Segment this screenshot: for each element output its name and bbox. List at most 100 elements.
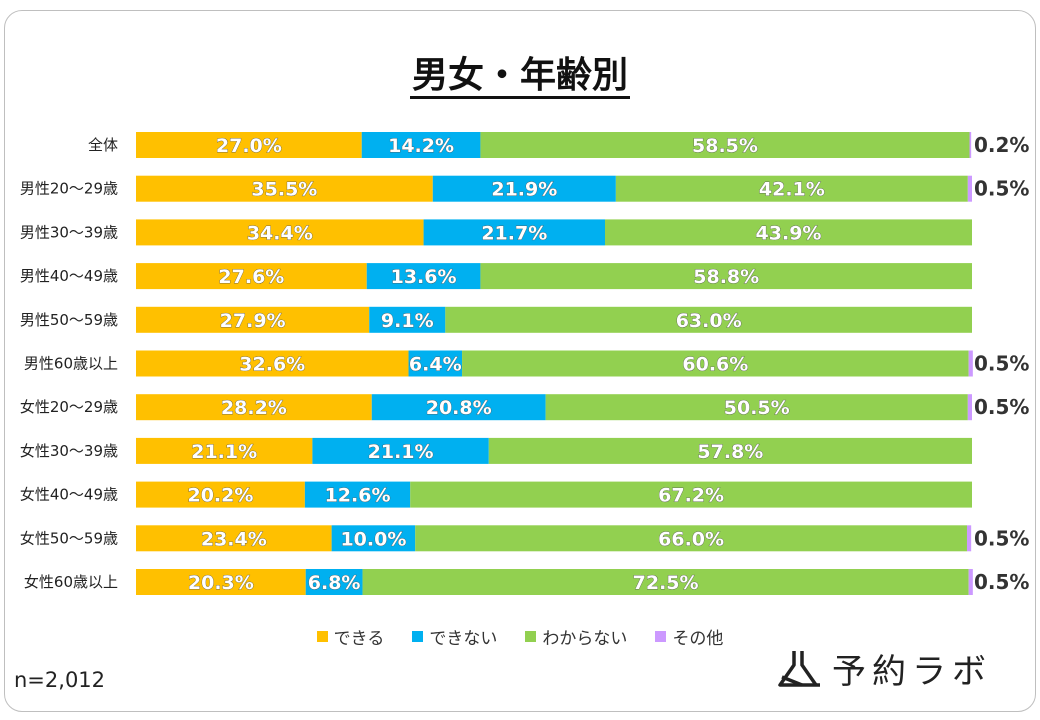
data-label: 72.5%	[633, 572, 699, 594]
legend-swatch	[655, 631, 667, 642]
bar-segment-2	[408, 350, 463, 377]
legend-label: その他	[672, 629, 724, 649]
data-label: 6.4%	[409, 354, 462, 376]
data-label: 21.9%	[491, 179, 557, 201]
category-label: 男性30～39歳	[20, 223, 118, 241]
category-label: 男性40～49歳	[20, 267, 118, 285]
category-label: 女性60歳以上	[24, 573, 118, 591]
data-label: 12.6%	[325, 485, 391, 507]
bar-segment-4	[969, 132, 972, 158]
bar-segment-4	[967, 175, 972, 202]
data-label: 23.4%	[201, 528, 267, 550]
data-label: 50.5%	[724, 397, 790, 419]
logo: 予約ラボ	[776, 644, 992, 693]
bar-segment-4	[968, 350, 973, 377]
bar-segment-1	[136, 437, 313, 464]
bar-segment-1	[136, 350, 409, 377]
bar-segment-2	[369, 306, 446, 333]
stacked-bar-chart: 全体 27.0% 14.2% 58.5% 0.2% 男性20～29歳 35.5% 21.9% 4…	[20, 132, 1029, 595]
bar-segment-3	[445, 306, 972, 333]
legend-label: わからない	[542, 629, 628, 649]
bar-segment-3	[488, 437, 972, 464]
data-label: 57.8%	[697, 441, 763, 463]
bar-segment-4	[968, 569, 973, 595]
data-label: 14.2%	[388, 135, 454, 157]
category-label: 男性60歳以上	[24, 355, 118, 373]
data-label: 32.6%	[239, 354, 305, 376]
data-label: 34.4%	[247, 222, 313, 244]
legend-item: できない	[412, 624, 497, 649]
data-label: 60.6%	[682, 354, 748, 376]
bar-segment-4	[967, 394, 972, 421]
bar-segment-1	[136, 569, 306, 595]
data-label: 67.2%	[658, 485, 724, 507]
data-label: 28.2%	[221, 397, 287, 419]
bar-segment-1	[136, 219, 424, 246]
bar-segment-2	[371, 394, 546, 421]
data-label: 66.0%	[658, 528, 724, 550]
data-label: 21.1%	[191, 441, 257, 463]
logo-text: 予約ラボ	[832, 652, 992, 692]
data-label: 58.5%	[692, 135, 758, 157]
bar-segment-1	[136, 132, 362, 158]
data-label: 35.5%	[251, 179, 317, 201]
other-data-label: 0.5%	[974, 570, 1029, 594]
bar-segment-3	[415, 525, 967, 552]
bar-segment-3	[410, 481, 972, 508]
data-label: 9.1%	[381, 310, 434, 332]
chart-title: 男女・年齢別	[0, 46, 1040, 99]
bar-segment-2	[366, 263, 481, 290]
other-data-label: 0.2%	[974, 133, 1029, 157]
legend-item: わからない	[525, 624, 627, 649]
category-label: 女性50～59歳	[20, 529, 118, 547]
data-label: 63.0%	[676, 310, 742, 332]
category-label: 男性20～29歳	[20, 180, 118, 198]
data-label: 27.6%	[218, 266, 284, 288]
data-label: 21.1%	[368, 441, 434, 463]
legend-swatch	[525, 631, 537, 642]
bar-segment-3	[604, 219, 972, 246]
data-label: 20.2%	[187, 485, 253, 507]
bar-segment-2	[361, 132, 481, 158]
bar-segment-2	[432, 175, 616, 202]
other-data-label: 0.5%	[974, 526, 1029, 550]
legend-swatch	[316, 631, 328, 642]
bar-segment-2	[305, 569, 363, 595]
bar-segment-3	[480, 132, 970, 158]
legend-item: その他	[655, 624, 723, 649]
bar-segment-3	[480, 263, 972, 290]
bar-segment-3	[615, 175, 968, 202]
bar-segment-2	[304, 481, 411, 508]
data-label: 58.8%	[693, 266, 759, 288]
bar-segment-1	[136, 394, 372, 421]
category-label: 全体	[88, 136, 118, 154]
data-label: 13.6%	[391, 266, 457, 288]
category-label: 男性50～59歳	[20, 311, 118, 329]
data-label: 27.9%	[220, 310, 286, 332]
bar-segment-1	[136, 263, 367, 290]
data-label: 21.7%	[481, 222, 547, 244]
bar-segment-4	[966, 525, 972, 552]
legend-swatch	[412, 631, 424, 642]
other-data-label: 0.5%	[974, 352, 1029, 376]
chart-frame	[4, 10, 1036, 712]
bar-segment-2	[312, 437, 489, 464]
bar-segment-2	[423, 219, 605, 246]
data-label: 43.9%	[756, 222, 822, 244]
flask-logo-icon	[778, 650, 820, 687]
data-label: 20.3%	[188, 572, 254, 594]
legend-label: できる	[333, 629, 385, 649]
bar-segment-3	[362, 569, 969, 595]
bar-segment-1	[136, 481, 305, 508]
data-label: 27.0%	[216, 135, 282, 157]
category-label: 女性40～49歳	[20, 486, 118, 504]
bar-segment-1	[136, 175, 433, 202]
category-label: 女性20～29歳	[20, 398, 118, 416]
bar-segment-1	[136, 525, 332, 552]
bar-segment-1	[136, 306, 370, 333]
bar-segment-3	[545, 394, 968, 421]
other-data-label: 0.5%	[974, 177, 1029, 201]
data-label: 20.8%	[426, 397, 492, 419]
legend-item: できる	[316, 624, 385, 649]
data-label: 10.0%	[340, 528, 406, 550]
